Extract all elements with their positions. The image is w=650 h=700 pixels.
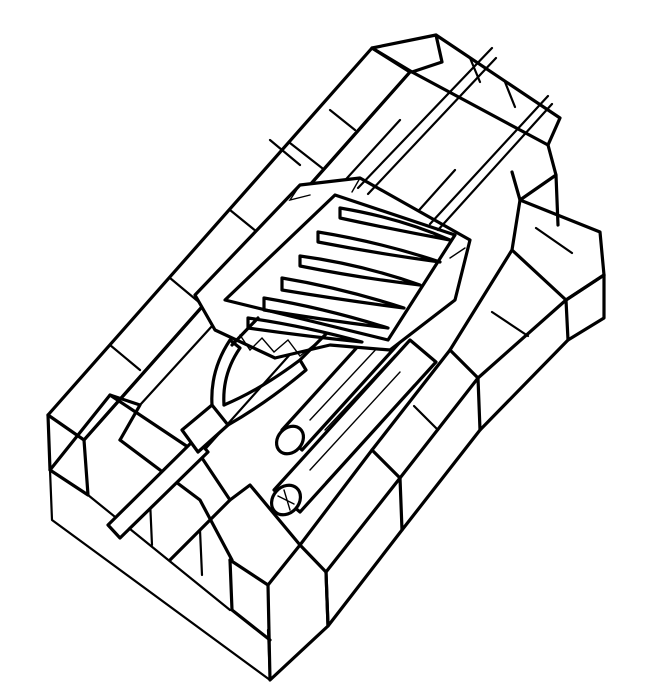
front-brick-wall [48, 393, 330, 682]
ribs [246, 206, 452, 344]
log-lower [269, 338, 438, 517]
back-brick-wall [370, 33, 562, 227]
spit-rods [356, 46, 554, 232]
meat-fork [106, 316, 328, 540]
brick-pit [46, 33, 606, 682]
rib-rack [193, 176, 472, 360]
